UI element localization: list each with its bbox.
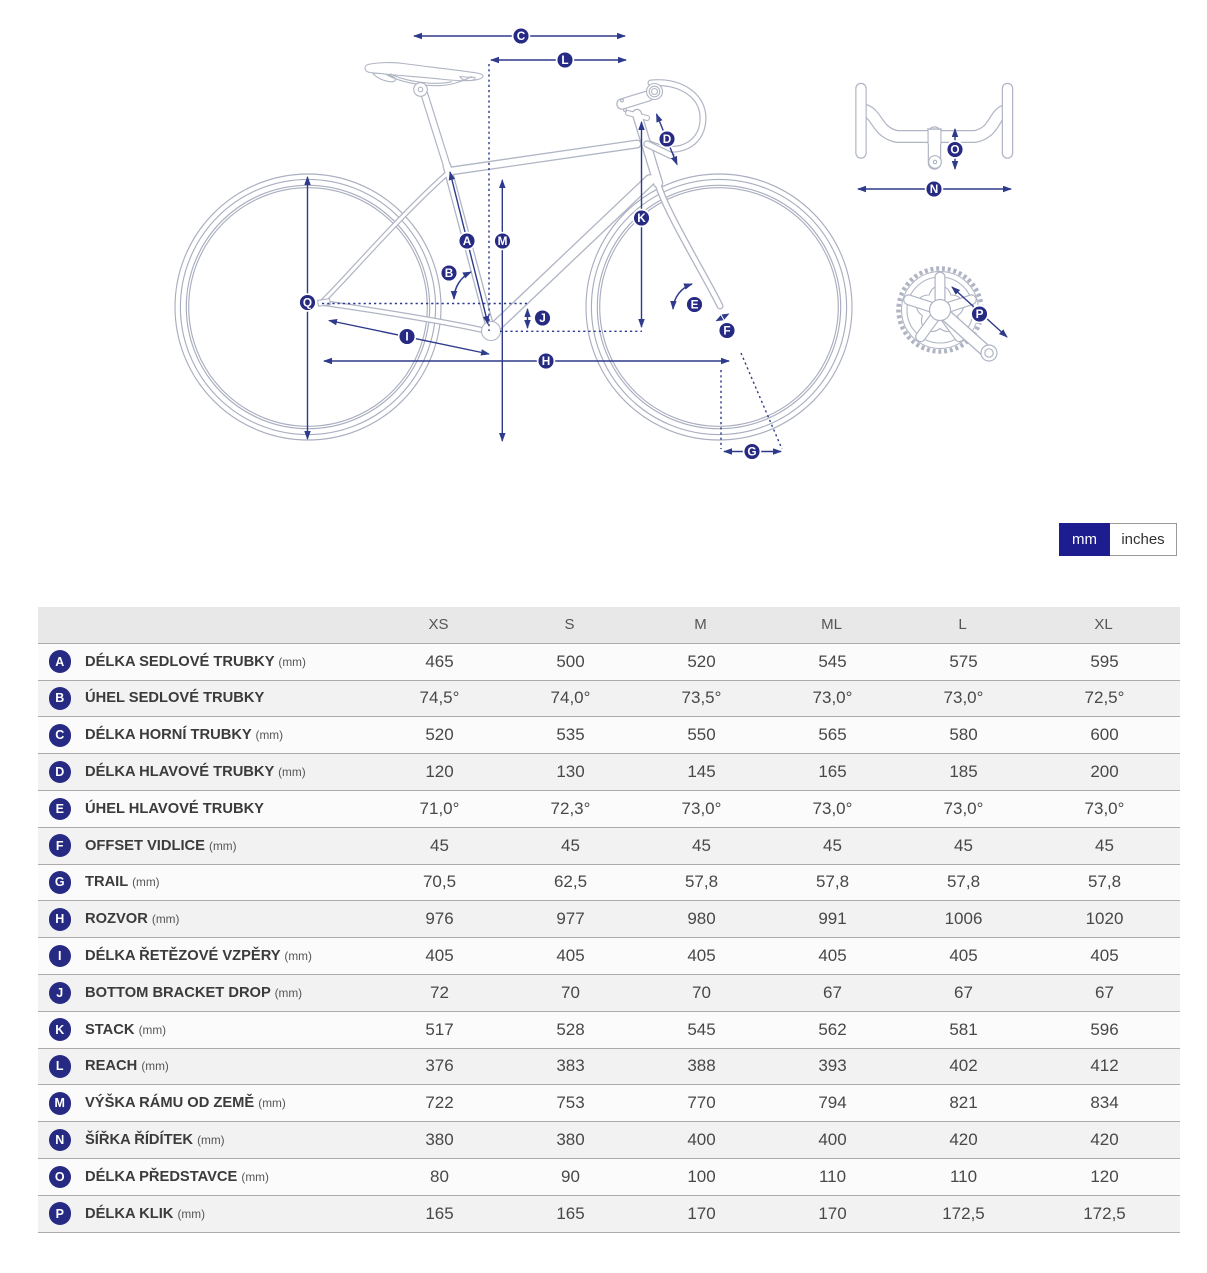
svg-text:G: G	[747, 445, 756, 459]
svg-text:A: A	[463, 234, 472, 248]
svg-text:L: L	[561, 53, 568, 67]
svg-text:F: F	[723, 324, 730, 338]
svg-text:I: I	[405, 330, 408, 344]
svg-text:B: B	[445, 266, 454, 280]
svg-text:D: D	[663, 132, 672, 146]
svg-text:J: J	[539, 311, 546, 325]
svg-text:P: P	[976, 307, 984, 321]
svg-text:Q: Q	[303, 296, 312, 310]
svg-text:C: C	[517, 29, 526, 43]
svg-text:H: H	[542, 354, 551, 368]
svg-text:K: K	[637, 211, 646, 225]
svg-text:N: N	[930, 182, 939, 196]
svg-text:E: E	[691, 298, 699, 312]
svg-text:M: M	[498, 234, 508, 248]
svg-text:O: O	[950, 143, 959, 157]
